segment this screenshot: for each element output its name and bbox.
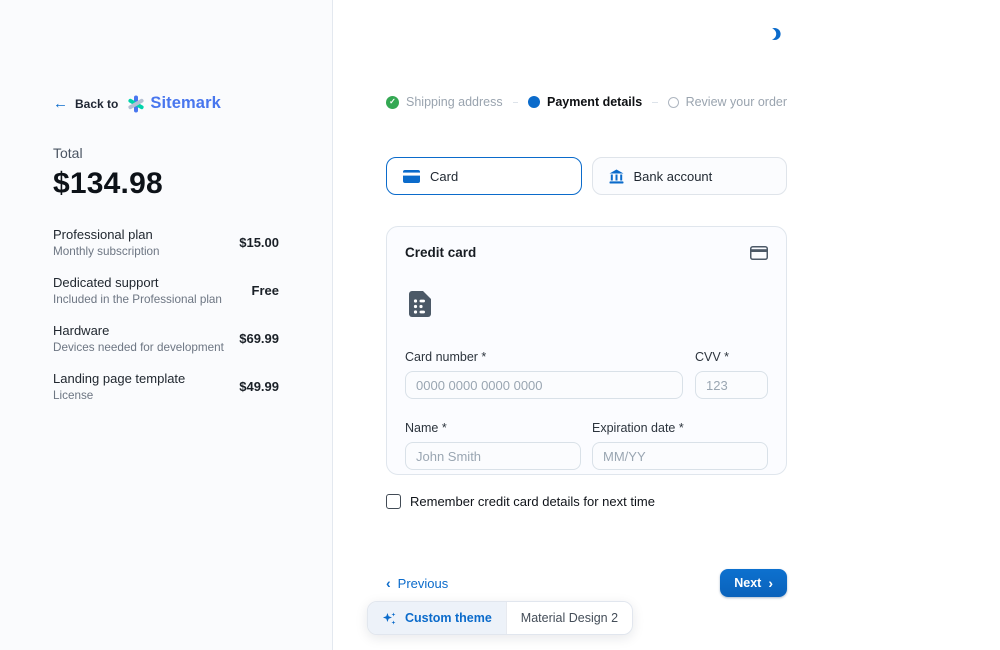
- order-item-title: Professional plan: [53, 227, 153, 242]
- step-label: Payment details: [547, 95, 643, 109]
- order-item-text: Hardware Devices needed for development: [53, 323, 224, 354]
- sim-card-icon: [405, 288, 768, 321]
- card-number-label: Card number *: [405, 350, 487, 364]
- credit-card-panel: Credit card: [386, 226, 787, 475]
- theme-option-md2[interactable]: Material Design 2: [505, 602, 633, 634]
- expiration-field-group: Expiration date *: [592, 421, 768, 470]
- name-label: Name *: [405, 421, 447, 435]
- order-item: Landing page template License $49.99: [53, 371, 279, 402]
- credit-card-outline-icon: [750, 245, 768, 260]
- order-item-price: Free: [251, 283, 279, 298]
- chevron-left-icon: ‹: [386, 575, 391, 591]
- theme-option-custom[interactable]: Custom theme: [367, 602, 506, 634]
- payment-main: ✓ Shipping address Payment details Revie…: [333, 0, 1000, 650]
- remember-card-checkbox[interactable]: [386, 494, 401, 509]
- back-label: Back to: [75, 96, 119, 111]
- stepper-connector: [652, 101, 658, 103]
- order-item-title: Dedicated support: [53, 275, 159, 290]
- order-item-price: $15.00: [239, 235, 279, 250]
- order-item: Dedicated support Included in the Profes…: [53, 275, 279, 306]
- back-link[interactable]: ← Back to Sitemark: [53, 94, 221, 113]
- dark-mode-moon-icon: [766, 26, 782, 42]
- credit-card-icon: [403, 169, 420, 183]
- order-item-title: Landing page template: [53, 371, 186, 386]
- order-item-title: Hardware: [53, 323, 110, 338]
- order-item-subtitle: Devices needed for development: [53, 341, 224, 354]
- step-payment-details: Payment details: [528, 95, 642, 109]
- color-mode-toggle-button[interactable]: [762, 22, 786, 46]
- theme-option-label: Custom theme: [404, 611, 492, 625]
- name-expiration-row: Name * Expiration date *: [405, 421, 768, 470]
- theme-option-label: Material Design 2: [520, 611, 619, 625]
- card-number-input[interactable]: [405, 371, 683, 399]
- expiration-date-input[interactable]: [592, 442, 768, 470]
- card-number-row: Card number * CVV *: [405, 350, 768, 399]
- step-completed-check-icon: ✓: [386, 95, 399, 109]
- previous-button[interactable]: ‹ Previous: [386, 576, 448, 591]
- next-button-label: Next: [734, 576, 762, 590]
- remember-card-row[interactable]: Remember credit card details for next ti…: [386, 494, 787, 509]
- theme-switcher: Custom theme Material Design 2: [366, 601, 634, 635]
- payment-method-card-button[interactable]: Card: [386, 157, 582, 195]
- card-number-field-group: Card number *: [405, 350, 683, 399]
- step-pending-circle-icon: [667, 96, 679, 108]
- payment-method-toggle-group: Card Bank account: [386, 157, 787, 195]
- order-item: Hardware Devices needed for development …: [53, 323, 279, 354]
- cvv-input[interactable]: [695, 371, 768, 399]
- order-item-subtitle: License: [53, 389, 94, 402]
- next-button[interactable]: Next ›: [720, 569, 787, 597]
- order-item-subtitle: Included in the Professional plan: [53, 293, 222, 306]
- expiration-date-label: Expiration date *: [592, 421, 684, 435]
- brand-name: Sitemark: [150, 94, 221, 112]
- step-shipping-address: ✓ Shipping address: [386, 95, 503, 109]
- credit-card-panel-title: Credit card: [405, 245, 477, 260]
- order-item: Professional plan Monthly subscription $…: [53, 227, 279, 258]
- step-label: Shipping address: [406, 95, 503, 109]
- payment-method-bank-button[interactable]: Bank account: [591, 157, 787, 195]
- brand-logo: Sitemark: [127, 94, 221, 113]
- order-summary-sidebar: ← Back to Sitemark Total $134.98 Profess…: [0, 0, 333, 650]
- credit-card-panel-header: Credit card: [405, 245, 768, 260]
- order-item-price: $69.99: [239, 331, 279, 346]
- stepper-connector: [512, 101, 518, 103]
- order-item-text: Professional plan Monthly subscription: [53, 227, 160, 258]
- remember-card-label: Remember credit card details for next ti…: [410, 494, 655, 509]
- payment-content-column: ✓ Shipping address Payment details Revie…: [386, 95, 787, 597]
- back-arrow-icon: ←: [53, 95, 68, 112]
- step-actions: ‹ Previous Next ›: [386, 569, 787, 597]
- step-active-dot-icon: [528, 96, 540, 108]
- chevron-right-icon: ›: [768, 575, 773, 591]
- cvv-field-group: CVV *: [695, 350, 768, 399]
- total-value: $134.98: [53, 167, 163, 200]
- order-item-text: Landing page template License: [53, 371, 185, 402]
- previous-button-label: Previous: [397, 575, 449, 591]
- payment-method-label: Card: [430, 168, 459, 184]
- sparkle-icon: [382, 611, 397, 626]
- sitemark-logo-icon: [127, 95, 145, 113]
- name-field-group: Name *: [405, 421, 581, 470]
- total-label: Total: [53, 145, 83, 161]
- order-item-price: $49.99: [239, 379, 279, 394]
- step-review-order: Review your order: [667, 95, 788, 109]
- order-item-subtitle: Monthly subscription: [53, 245, 160, 258]
- bank-icon: [609, 169, 624, 184]
- step-label: Review your order: [685, 95, 788, 109]
- payment-method-label: Bank account: [633, 168, 713, 184]
- checkout-stepper: ✓ Shipping address Payment details Revie…: [386, 95, 787, 109]
- order-item-list: Professional plan Monthly subscription $…: [53, 227, 279, 402]
- cvv-label: CVV *: [695, 350, 730, 364]
- cardholder-name-input[interactable]: [405, 442, 581, 470]
- order-item-text: Dedicated support Included in the Profes…: [53, 275, 222, 306]
